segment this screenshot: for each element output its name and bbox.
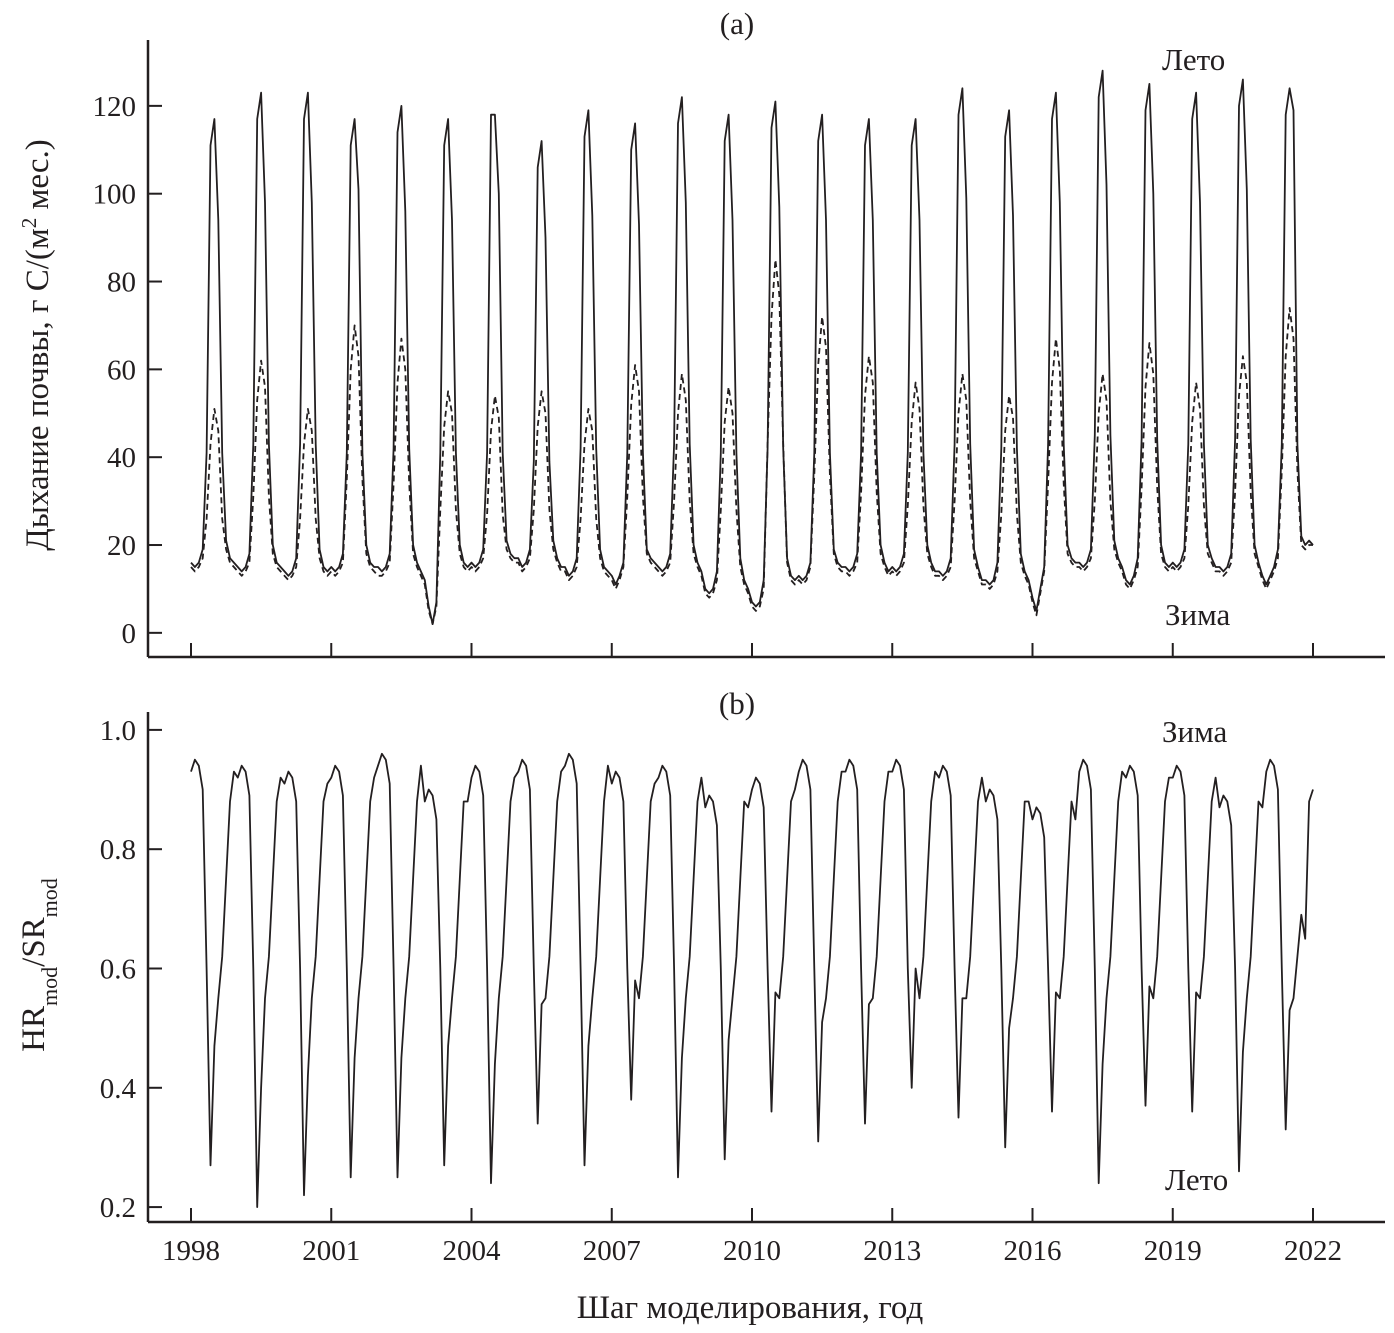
y-tick-label: 1.0 (100, 715, 136, 747)
y-axis-label: HRmod/SRmod (16, 878, 62, 1052)
series-solid-line (190, 69, 1314, 625)
panel-b: 0.2 0.4 0.6 0.8 1.0 1998 2001 2004 2007 2010 2013 2… (16, 686, 1385, 1326)
y-tick-label: 120 (93, 91, 137, 123)
y-axis-label: Дыхание почвы, г C/(м2 мес.) (17, 139, 56, 551)
y-tick-label: 80 (107, 267, 136, 299)
panel-a: 0 20 40 60 80 100 120 (a) Лето Зима Дыхание почвы,… (17, 6, 1385, 659)
x-tick-label: 2013 (863, 1235, 921, 1267)
y-axis-label-tail: мес.) (20, 139, 56, 218)
series-solid-line (190, 752, 1314, 1208)
x-tick-label: 2010 (723, 1235, 781, 1267)
y-tick-label: 20 (107, 530, 136, 562)
y-tick-label: 0.8 (100, 834, 136, 866)
y-axis-label-main: Дыхание почвы, г C/(м (20, 228, 56, 551)
y-tick-label: 60 (107, 354, 136, 386)
y-tick-label: 0.6 (100, 953, 136, 985)
panel-label: (b) (719, 686, 755, 721)
y-tick-label: 0.2 (100, 1192, 136, 1224)
y-tick-label: 100 (93, 179, 137, 211)
x-tick-label: 2016 (1004, 1235, 1062, 1267)
y-axis-label-sup: 2 (17, 218, 41, 229)
x-tick-label: 2007 (583, 1235, 641, 1267)
panel-label: (a) (720, 6, 754, 41)
y-label-sr-sub: mod (37, 878, 62, 917)
annotation-top: Лето (1162, 42, 1225, 77)
x-tick-label: 2001 (302, 1235, 360, 1267)
y-tick-label: 0 (122, 618, 137, 650)
x-tick-label: 2022 (1284, 1235, 1342, 1267)
y-tick-label: 0.4 (100, 1073, 137, 1105)
series-dashed-line (190, 258, 1313, 625)
annotation-top: Зима (1162, 714, 1228, 749)
x-tick-label: 2004 (443, 1235, 502, 1267)
y-label-hr: HR (16, 1006, 52, 1052)
y-tick-label: 40 (107, 442, 136, 474)
x-axis-label: Шаг моделирования, год (577, 1290, 924, 1326)
annotation-bottom: Зима (1165, 597, 1231, 632)
y-label-hr-sub: mod (37, 967, 62, 1006)
y-label-sr: /SR (16, 917, 52, 967)
annotation-bottom: Лето (1165, 1162, 1228, 1197)
x-tick-label: 1998 (162, 1235, 220, 1267)
x-tick-label: 2019 (1144, 1235, 1202, 1267)
